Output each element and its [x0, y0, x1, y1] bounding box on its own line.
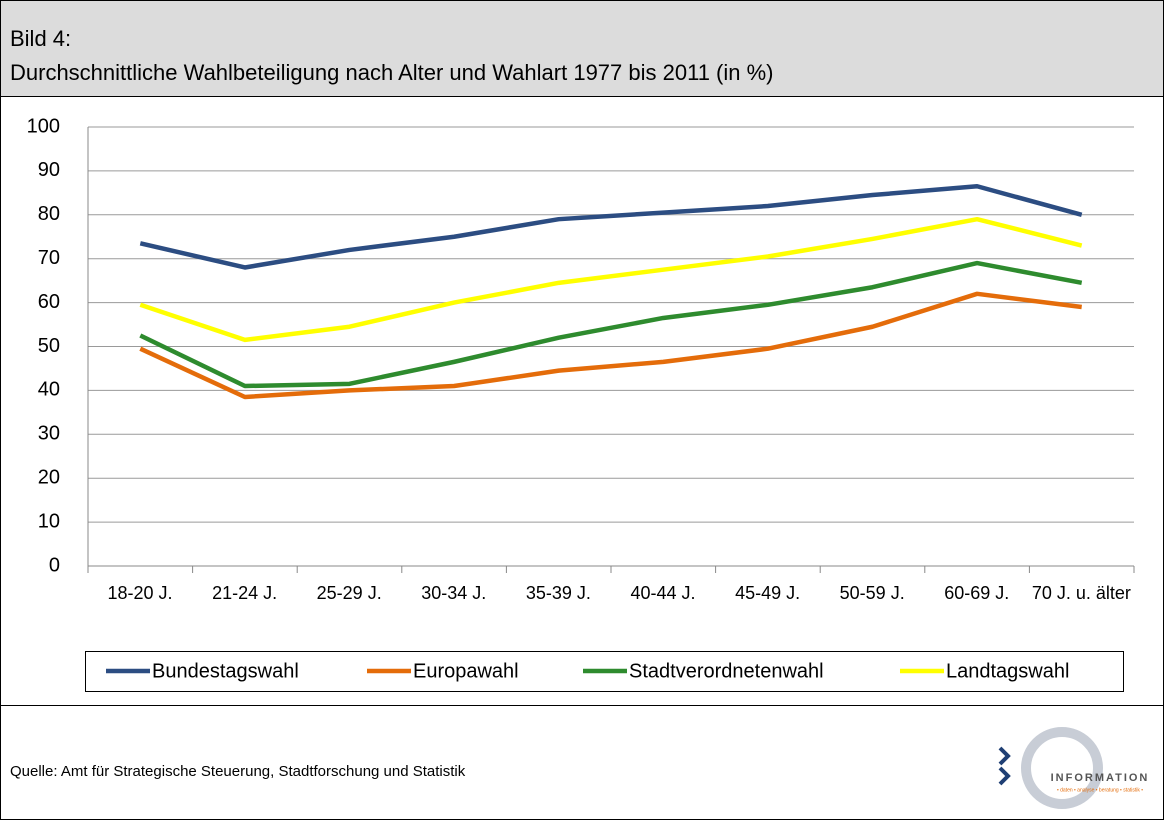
chart-label: Bild 4:	[10, 26, 71, 51]
y-tick-label: 60	[38, 291, 60, 313]
x-tick-label: 18-20 J.	[107, 583, 173, 603]
x-tick-label: 21-24 J.	[212, 583, 278, 603]
series-line	[139, 260, 1083, 389]
y-tick-label: 80	[38, 203, 60, 225]
logo-arrow	[998, 746, 1011, 766]
x-tick-label: 60-69 J.	[944, 583, 1010, 603]
y-tick-label: 100	[27, 115, 60, 137]
x-tick-label: 25-29 J.	[316, 583, 382, 603]
x-tick-label: 35-39 J.	[525, 583, 591, 603]
logo-ring	[1021, 727, 1103, 809]
header	[0, 0, 1164, 97]
legend-label: Landtagswahl	[946, 660, 1069, 682]
logo-text: INFORMATION	[1051, 772, 1150, 784]
legend-label: Stadtverordnetenwahl	[629, 660, 824, 682]
x-tick-label: 50-59 J.	[839, 583, 905, 603]
x-tick-label: 30-34 J.	[421, 583, 487, 603]
series-line	[139, 184, 1083, 270]
series-line	[139, 216, 1083, 343]
legend-label: Europawahl	[413, 660, 519, 682]
y-tick-label: 90	[38, 159, 60, 181]
logo-arrow	[998, 766, 1011, 786]
legend-label: Bundestagswahl	[152, 660, 299, 682]
x-tick-label: 40-44 J.	[630, 583, 696, 603]
y-tick-label: 30	[38, 423, 60, 445]
source: Quelle: Amt für Strategische Steuerung, …	[10, 763, 466, 780]
logo: INFORMATION • daten • analyse • beratung…	[998, 727, 1150, 809]
y-tick-label: 40	[38, 379, 60, 401]
y-tick-label: 20	[38, 466, 60, 488]
y-tick-label: 10	[38, 510, 60, 532]
series-line	[139, 291, 1082, 400]
y-tick-label: 70	[38, 247, 60, 269]
y-tick-label: 50	[38, 335, 60, 357]
logo-tagline: • daten • analyse • beratung • statistik…	[1057, 787, 1143, 793]
x-tick-label: 45-49 J.	[735, 583, 801, 603]
y-tick-label: 0	[49, 554, 60, 576]
chart-title: Durchschnittliche Wahlbeteiligung nach A…	[10, 60, 774, 85]
x-tick-label: 70 J. u. älter	[1031, 583, 1131, 603]
